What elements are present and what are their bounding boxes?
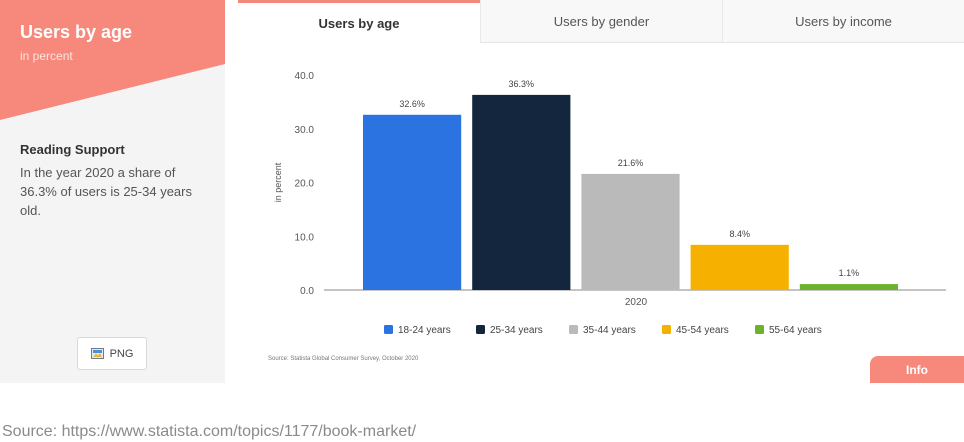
data-label: 21.6% — [618, 158, 644, 168]
y-tick-label: 40.0 — [295, 71, 315, 82]
data-label: 32.6% — [399, 99, 425, 109]
bar-18-24-years — [363, 114, 462, 291]
legend-swatch — [476, 325, 485, 334]
info-button[interactable]: Info — [870, 356, 964, 383]
legend-label: 55-64 years — [769, 325, 822, 336]
y-tick-label: 30.0 — [295, 125, 315, 136]
bar-25-34-years — [472, 94, 571, 290]
header-shape — [0, 0, 225, 120]
chart-source-note: Source: Statista Global Consumer Survey,… — [268, 356, 419, 362]
left-panel: Users by age in percent Reading Support … — [0, 0, 225, 383]
y-axis-label: in percent — [273, 162, 283, 202]
tab-users-by-age[interactable]: Users by age — [238, 0, 480, 43]
bar-45-54-years — [690, 244, 789, 290]
legend-label: 45-54 years — [676, 325, 729, 336]
legend-swatch — [662, 325, 671, 334]
legend-swatch — [569, 325, 578, 334]
reading-support-text: In the year 2020 a share of 36.3% of use… — [20, 165, 192, 218]
tab-bar: Users by age Users by gender Users by in… — [238, 0, 964, 43]
legend-label: 35-44 years — [583, 325, 636, 336]
image-icon — [90, 348, 104, 359]
x-category-label: 2020 — [625, 297, 648, 308]
png-label: PNG — [109, 347, 134, 360]
bar-55-64-years — [799, 284, 898, 290]
left-header: Users by age in percent — [0, 0, 225, 120]
legend-label: 18-24 years — [398, 325, 451, 336]
data-label: 1.1% — [839, 268, 860, 278]
legend-swatch — [384, 325, 393, 334]
legend-label: 25-34 years — [490, 325, 543, 336]
y-tick-label: 10.0 — [295, 232, 315, 243]
panel-title: Users by age — [20, 22, 133, 42]
legend-swatch — [755, 325, 764, 334]
panel-subtitle: in percent — [20, 49, 73, 63]
tab-users-by-income[interactable]: Users by income — [722, 0, 964, 43]
bar-chart: 0.0 10.0 20.0 30.0 40.0 in percent 32.6% 36.3% 2… — [268, 71, 946, 362]
data-label: 8.4% — [729, 229, 750, 239]
png-download-button[interactable]: PNG — [77, 337, 147, 370]
y-tick-label: 20.0 — [295, 179, 315, 190]
y-tick-label: 0.0 — [300, 286, 314, 297]
data-label: 36.3% — [509, 79, 535, 89]
bar-35-44-years — [581, 173, 680, 290]
source-url: Source: https://www.statista.com/topics/… — [2, 423, 417, 440]
reading-support-title: Reading Support — [20, 142, 125, 157]
right-panel: Users by age Users by gender Users by in… — [238, 0, 964, 383]
tab-users-by-gender[interactable]: Users by gender — [480, 0, 722, 43]
